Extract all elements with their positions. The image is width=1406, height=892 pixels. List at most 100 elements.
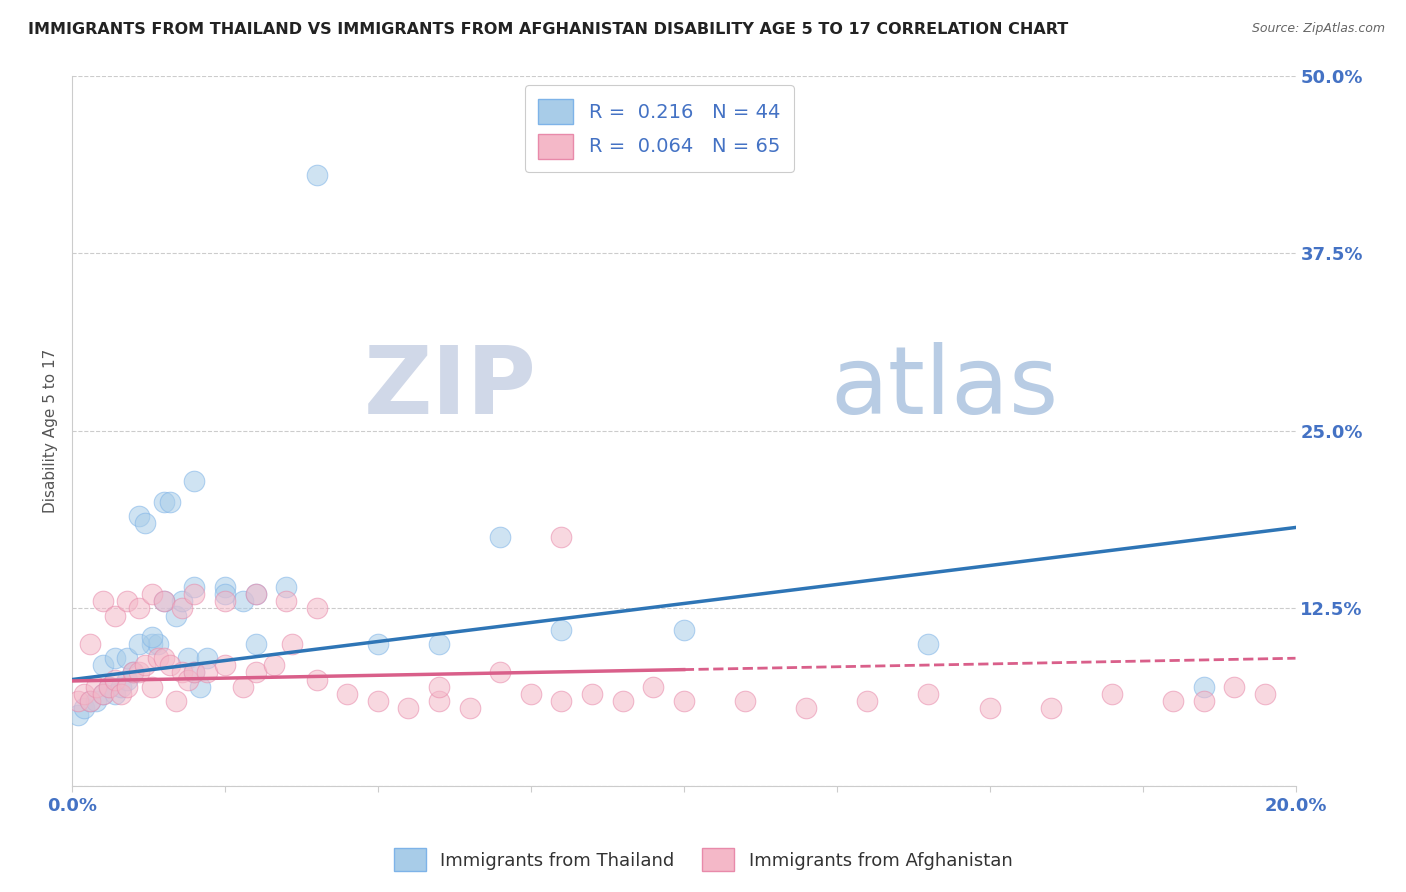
- Point: [305, 168, 328, 182]
- Point: [115, 673, 138, 687]
- Point: [612, 694, 634, 708]
- Point: [128, 665, 150, 680]
- Legend: R =  0.216   N = 44, R =  0.064   N = 65: R = 0.216 N = 44, R = 0.064 N = 65: [524, 86, 794, 172]
- Point: [122, 665, 145, 680]
- Point: [245, 587, 267, 601]
- Point: [104, 608, 127, 623]
- Point: [190, 680, 212, 694]
- Point: [398, 701, 420, 715]
- Legend: Immigrants from Thailand, Immigrants from Afghanistan: Immigrants from Thailand, Immigrants fro…: [387, 841, 1019, 879]
- Point: [91, 687, 114, 701]
- Point: [195, 665, 218, 680]
- Point: [979, 701, 1001, 715]
- Point: [172, 601, 194, 615]
- Point: [458, 701, 481, 715]
- Point: [1192, 694, 1215, 708]
- Point: [134, 658, 156, 673]
- Point: [67, 694, 90, 708]
- Point: [183, 474, 205, 488]
- Point: [263, 658, 285, 673]
- Point: [214, 587, 236, 601]
- Point: [91, 687, 114, 701]
- Text: IMMIGRANTS FROM THAILAND VS IMMIGRANTS FROM AFGHANISTAN DISABILITY AGE 5 TO 17 C: IMMIGRANTS FROM THAILAND VS IMMIGRANTS F…: [28, 22, 1069, 37]
- Point: [177, 673, 200, 687]
- Point: [97, 680, 120, 694]
- Text: ZIP: ZIP: [364, 343, 537, 434]
- Point: [183, 665, 205, 680]
- Point: [86, 680, 108, 694]
- Point: [794, 701, 817, 715]
- Point: [115, 651, 138, 665]
- Point: [550, 623, 572, 637]
- Point: [214, 658, 236, 673]
- Point: [367, 637, 389, 651]
- Point: [367, 694, 389, 708]
- Point: [134, 516, 156, 531]
- Point: [281, 637, 304, 651]
- Point: [336, 687, 359, 701]
- Point: [97, 680, 120, 694]
- Point: [276, 580, 298, 594]
- Point: [177, 651, 200, 665]
- Point: [305, 673, 328, 687]
- Point: [128, 637, 150, 651]
- Point: [1223, 680, 1246, 694]
- Point: [183, 665, 205, 680]
- Point: [489, 530, 512, 544]
- Point: [245, 665, 267, 680]
- Point: [104, 651, 127, 665]
- Point: [917, 637, 939, 651]
- Point: [214, 580, 236, 594]
- Point: [856, 694, 879, 708]
- Point: [1254, 687, 1277, 701]
- Point: [165, 694, 187, 708]
- Point: [79, 694, 101, 708]
- Point: [232, 680, 254, 694]
- Point: [305, 601, 328, 615]
- Point: [276, 594, 298, 608]
- Point: [172, 665, 194, 680]
- Point: [104, 673, 127, 687]
- Point: [672, 623, 695, 637]
- Point: [643, 680, 665, 694]
- Point: [128, 601, 150, 615]
- Point: [110, 680, 132, 694]
- Point: [159, 495, 181, 509]
- Point: [115, 680, 138, 694]
- Point: [165, 608, 187, 623]
- Point: [1192, 680, 1215, 694]
- Point: [172, 594, 194, 608]
- Point: [427, 637, 450, 651]
- Text: atlas: atlas: [831, 343, 1059, 434]
- Point: [128, 509, 150, 524]
- Point: [152, 651, 174, 665]
- Point: [86, 694, 108, 708]
- Point: [79, 637, 101, 651]
- Point: [115, 594, 138, 608]
- Point: [110, 687, 132, 701]
- Point: [73, 701, 96, 715]
- Point: [672, 694, 695, 708]
- Point: [734, 694, 756, 708]
- Point: [104, 687, 127, 701]
- Point: [141, 637, 163, 651]
- Point: [183, 580, 205, 594]
- Point: [67, 708, 90, 723]
- Point: [91, 658, 114, 673]
- Point: [141, 680, 163, 694]
- Point: [550, 694, 572, 708]
- Point: [183, 587, 205, 601]
- Point: [550, 530, 572, 544]
- Point: [146, 651, 169, 665]
- Point: [581, 687, 603, 701]
- Point: [79, 694, 101, 708]
- Point: [1101, 687, 1123, 701]
- Point: [91, 594, 114, 608]
- Point: [1039, 701, 1062, 715]
- Point: [159, 658, 181, 673]
- Point: [152, 594, 174, 608]
- Point: [489, 665, 512, 680]
- Y-axis label: Disability Age 5 to 17: Disability Age 5 to 17: [44, 349, 58, 513]
- Point: [917, 687, 939, 701]
- Point: [141, 630, 163, 644]
